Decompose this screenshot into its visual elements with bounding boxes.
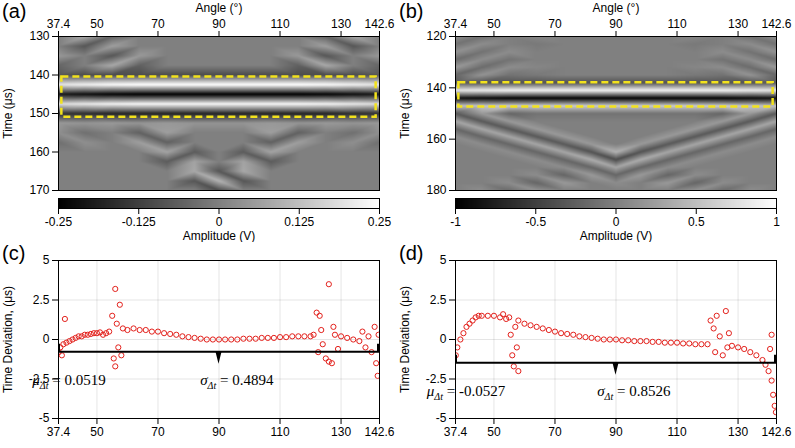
svg-text:Time (μs): Time (μs) bbox=[398, 88, 412, 138]
svg-text:110: 110 bbox=[270, 17, 289, 31]
svg-text:-0.125: -0.125 bbox=[122, 215, 156, 229]
svg-text:170: 170 bbox=[29, 183, 49, 196]
svg-text:37.4: 37.4 bbox=[47, 17, 71, 31]
svg-text:-5: -5 bbox=[39, 411, 50, 425]
svg-text:5: 5 bbox=[440, 253, 447, 267]
svg-text:130: 130 bbox=[728, 17, 748, 31]
svg-text:Angle (°): Angle (°) bbox=[593, 1, 640, 15]
svg-text:σΔt = 0.4894: σΔt = 0.4894 bbox=[200, 372, 274, 391]
svg-text:37.4: 37.4 bbox=[444, 17, 468, 31]
svg-text:-1: -1 bbox=[450, 215, 461, 229]
html-text:(d): (d) bbox=[399, 242, 424, 264]
svg-text:Time Deviation, (μs): Time Deviation, (μs) bbox=[1, 286, 15, 393]
svg-text:90: 90 bbox=[212, 17, 226, 31]
svg-text:μΔt = 0.0519: μΔt = 0.0519 bbox=[31, 372, 105, 391]
svg-text:142.6: 142.6 bbox=[761, 17, 791, 31]
svg-text:110: 110 bbox=[270, 425, 289, 439]
svg-text:Angle (°): Angle (°) bbox=[196, 1, 243, 15]
svg-text:142.6: 142.6 bbox=[761, 425, 791, 439]
html-text:(a): (a) bbox=[2, 0, 27, 22]
svg-text:90: 90 bbox=[609, 17, 623, 31]
svg-text:Time (μs): Time (μs) bbox=[1, 88, 15, 138]
svg-text:142.6: 142.6 bbox=[364, 17, 394, 31]
svg-text:70: 70 bbox=[151, 17, 165, 31]
html-text:(b): (b) bbox=[399, 0, 424, 22]
svg-text:Amplitude (V): Amplitude (V) bbox=[183, 229, 256, 243]
svg-text:90: 90 bbox=[212, 425, 226, 439]
svg-text:-0.5: -0.5 bbox=[525, 215, 546, 229]
svg-text:5: 5 bbox=[43, 253, 50, 267]
svg-text:180: 180 bbox=[426, 183, 446, 196]
svg-text:50: 50 bbox=[90, 17, 104, 31]
svg-text:0.25: 0.25 bbox=[368, 215, 392, 229]
svg-text:160: 160 bbox=[29, 145, 49, 159]
svg-text:-5: -5 bbox=[436, 411, 447, 425]
svg-text:70: 70 bbox=[151, 425, 165, 439]
svg-text:0: 0 bbox=[613, 215, 620, 229]
svg-text:142.6: 142.6 bbox=[364, 425, 394, 439]
svg-text:1: 1 bbox=[773, 215, 780, 229]
svg-text:0: 0 bbox=[440, 332, 447, 346]
svg-text:50: 50 bbox=[90, 425, 104, 439]
svg-text:50: 50 bbox=[487, 425, 501, 439]
svg-text:130: 130 bbox=[331, 425, 351, 439]
svg-text:37.4: 37.4 bbox=[47, 425, 71, 439]
html-text:(c): (c) bbox=[2, 242, 26, 264]
svg-text:70: 70 bbox=[548, 425, 562, 439]
svg-text:0.5: 0.5 bbox=[688, 215, 705, 229]
svg-text:140: 140 bbox=[29, 68, 49, 82]
svg-text:37.4: 37.4 bbox=[444, 425, 468, 439]
svg-text:0: 0 bbox=[216, 215, 223, 229]
svg-text:130: 130 bbox=[728, 425, 748, 439]
svg-text:0.125: 0.125 bbox=[284, 215, 314, 229]
svg-text:110: 110 bbox=[667, 425, 686, 439]
svg-text:50: 50 bbox=[487, 17, 501, 31]
svg-text:0: 0 bbox=[43, 332, 50, 346]
svg-text:130: 130 bbox=[331, 17, 351, 31]
svg-text:70: 70 bbox=[548, 17, 562, 31]
svg-text:140: 140 bbox=[426, 81, 446, 95]
svg-text:μΔt = -0.0527: μΔt = -0.0527 bbox=[426, 383, 506, 402]
svg-text:-0.25: -0.25 bbox=[45, 215, 73, 229]
svg-text:2.5: 2.5 bbox=[430, 293, 447, 307]
svg-text:σΔt = 0.8526: σΔt = 0.8526 bbox=[597, 383, 671, 402]
svg-text:Amplitude (V): Amplitude (V) bbox=[580, 229, 653, 243]
svg-text:110: 110 bbox=[667, 17, 686, 31]
svg-text:2.5: 2.5 bbox=[33, 293, 50, 307]
svg-text:90: 90 bbox=[609, 425, 623, 439]
svg-text:130: 130 bbox=[29, 29, 49, 43]
svg-text:Time Deviation, (μs): Time Deviation, (μs) bbox=[398, 286, 412, 393]
svg-text:120: 120 bbox=[426, 29, 446, 43]
svg-text:150: 150 bbox=[29, 106, 49, 120]
svg-text:-2.5: -2.5 bbox=[425, 371, 447, 386]
svg-text:160: 160 bbox=[426, 132, 446, 146]
